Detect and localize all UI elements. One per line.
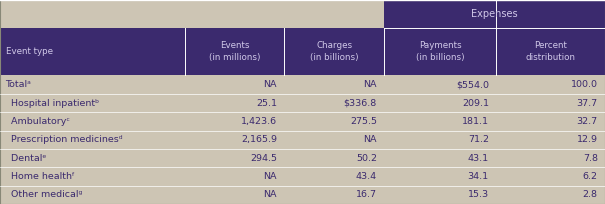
Text: Charges
(in billions): Charges (in billions) <box>310 41 359 62</box>
Text: 275.5: 275.5 <box>350 117 377 126</box>
Text: Hospital inpatientᵇ: Hospital inpatientᵇ <box>5 99 99 108</box>
Text: $554.0: $554.0 <box>456 80 489 89</box>
Text: 50.2: 50.2 <box>356 154 377 163</box>
Bar <box>384 0 605 28</box>
Text: Prescription medicinesᵈ: Prescription medicinesᵈ <box>5 135 122 144</box>
Text: 15.3: 15.3 <box>468 190 489 199</box>
Text: Home healthᶠ: Home healthᶠ <box>5 172 74 181</box>
Text: 2.8: 2.8 <box>583 190 598 199</box>
Text: 37.7: 37.7 <box>577 99 598 108</box>
Text: $336.8: $336.8 <box>344 99 377 108</box>
Text: NA: NA <box>264 80 277 89</box>
Text: 2,165.9: 2,165.9 <box>241 135 277 144</box>
Text: Other medicalᵍ: Other medicalᵍ <box>5 190 82 199</box>
Text: Percent
distribution: Percent distribution <box>526 41 575 62</box>
Bar <box>0 186 605 204</box>
Bar <box>0 112 605 131</box>
Text: 25.1: 25.1 <box>256 99 277 108</box>
Text: 181.1: 181.1 <box>462 117 489 126</box>
Text: NA: NA <box>364 80 377 89</box>
Text: Ambulatoryᶜ: Ambulatoryᶜ <box>5 117 70 126</box>
Text: NA: NA <box>264 190 277 199</box>
Text: NA: NA <box>364 135 377 144</box>
Text: 294.5: 294.5 <box>250 154 277 163</box>
Text: Event type: Event type <box>6 47 53 56</box>
Text: 1,423.6: 1,423.6 <box>241 117 277 126</box>
Text: Totalᵃ: Totalᵃ <box>5 80 31 89</box>
Text: 12.9: 12.9 <box>577 135 598 144</box>
Text: 6.2: 6.2 <box>583 172 598 181</box>
Text: 43.1: 43.1 <box>468 154 489 163</box>
Text: 32.7: 32.7 <box>577 117 598 126</box>
Bar <box>0 94 605 112</box>
Text: 209.1: 209.1 <box>462 99 489 108</box>
Bar <box>0 131 605 149</box>
Text: 100.0: 100.0 <box>571 80 598 89</box>
Text: NA: NA <box>264 172 277 181</box>
Bar <box>0 75 605 94</box>
Text: Events
(in millions): Events (in millions) <box>209 41 260 62</box>
Bar <box>0 28 605 75</box>
Text: 43.4: 43.4 <box>356 172 377 181</box>
Text: 71.2: 71.2 <box>468 135 489 144</box>
Bar <box>0 149 605 167</box>
Text: Dentalᵉ: Dentalᵉ <box>5 154 46 163</box>
Text: Expenses: Expenses <box>471 9 518 19</box>
Text: 16.7: 16.7 <box>356 190 377 199</box>
Bar <box>0 167 605 186</box>
Text: 7.8: 7.8 <box>583 154 598 163</box>
Text: Payments
(in billions): Payments (in billions) <box>416 41 465 62</box>
Text: 34.1: 34.1 <box>468 172 489 181</box>
